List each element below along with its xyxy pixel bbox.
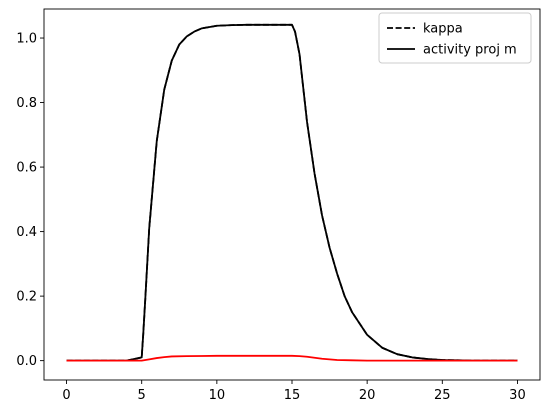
series-line-0 [66, 23, 518, 362]
plot-lines [66, 23, 518, 362]
axes: 0 5 10 15 20 25 30 0.0 0.2 0.4 0.6 0.8 1.0 [16, 8, 541, 403]
x-tick-label: 20 [359, 388, 376, 403]
axes-frame [43, 8, 541, 381]
legend-label: activity proj m [423, 43, 517, 58]
legend: kappa activity proj m [378, 12, 532, 64]
y-tick-label: 0.2 [16, 290, 37, 305]
x-tick-label: 0 [62, 388, 70, 403]
y-tick-label: 0.8 [16, 96, 37, 111]
x-tick-label: 10 [209, 388, 226, 403]
x-tick-label: 30 [509, 388, 526, 403]
series-line-1 [66, 23, 518, 362]
x-tick-label: 25 [434, 388, 451, 403]
series-line-2 [66, 354, 518, 362]
y-tick-label: 0.0 [16, 354, 37, 369]
legend-box [378, 12, 532, 64]
x-tick-label: 15 [284, 388, 301, 403]
legend-label: kappa [423, 22, 463, 37]
y-tick-label: 0.6 [16, 161, 37, 176]
y-tick-label: 1.0 [16, 32, 37, 47]
x-tick-label: 5 [138, 388, 146, 403]
y-tick-label: 0.4 [16, 225, 37, 240]
